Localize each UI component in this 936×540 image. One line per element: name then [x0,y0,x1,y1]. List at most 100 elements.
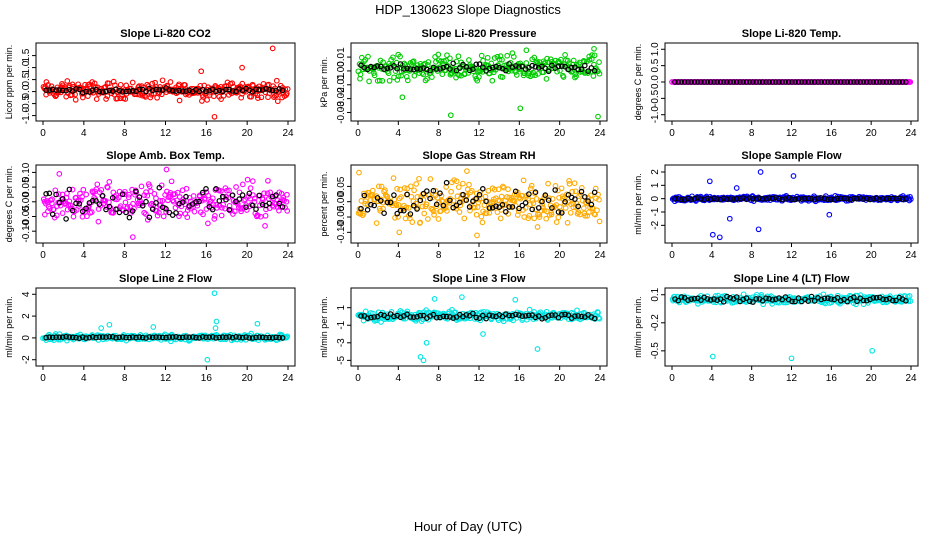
mean-point [143,198,149,205]
data-point [55,191,62,197]
data-point [435,51,442,58]
mean-point [532,189,539,196]
mean-point [850,195,857,202]
data-point [409,59,416,65]
data-point [433,59,439,65]
mean-point [249,335,256,341]
mean-point [857,79,864,85]
x-axis: 0 4 8 12 16 20 24 [355,366,606,384]
mean-point [782,79,789,85]
mean-point [226,334,233,340]
data-point [398,72,404,79]
mean-point [837,79,844,85]
mean-point [159,334,166,341]
mean-point [99,193,106,199]
data-point [284,191,290,198]
mean-point [785,79,792,85]
mean-point [143,335,149,341]
mean-point [263,334,269,341]
mean-point [213,186,219,192]
x-tick-label: 8 [749,373,755,384]
data-point [596,70,603,77]
data-point [83,191,90,198]
mean-point [166,87,173,93]
data-point [460,180,466,187]
data-point [455,53,462,60]
mean-point [246,335,253,341]
data-point [59,210,66,216]
mean-point [203,88,209,95]
x-tick-label: 12 [786,373,798,384]
data-point [247,185,254,191]
mean-point [893,79,899,85]
mean-point [565,192,572,198]
mean-point [66,334,73,340]
x-tick-label: 8 [122,373,128,384]
mean-point [795,196,802,202]
mean-point [209,206,216,213]
mean-point [414,206,420,212]
mean-point [176,334,183,341]
mean-point [529,62,536,69]
mean-point [156,184,163,191]
data-point [429,74,435,80]
outlier-point [129,234,136,240]
mean-point [358,313,364,319]
mean-point [675,297,682,304]
data-point [371,70,377,76]
mean-point [870,295,877,301]
mean-point [456,199,463,206]
mean-point [763,196,769,202]
data-point [590,73,597,79]
mean-point [795,79,802,85]
data-point [448,188,454,195]
data-point [453,205,460,212]
mean-point [857,195,864,201]
data-point [420,196,427,203]
mean-point [106,87,113,94]
data-point [466,57,472,63]
mean-point [776,195,782,202]
mean-point [883,196,890,202]
mean-point [364,66,371,73]
mean-point [483,315,489,322]
y-tick-label: 4 [21,291,32,297]
y-tick-label: -0.05 [21,205,32,228]
mean-point [519,202,526,209]
panel-4: Slope Amb. Box Temp. 0 4 8 12 16 20 24 -0.10-0.0… [4,150,296,261]
x-axis: 0 4 8 12 16 20 24 [40,243,294,261]
mean-point [581,62,588,69]
mean-point [509,204,516,210]
mean-point [109,195,116,201]
y-tick-label: -3 [336,338,347,347]
mean-point [870,79,877,85]
mean-point [763,295,769,302]
mean-point [236,334,243,341]
mean-point [750,299,756,305]
x-tick-label: 8 [749,250,755,261]
data-point [110,210,117,216]
mean-point [698,79,704,85]
data-point [386,77,393,84]
data-point [479,219,486,226]
data-point [261,190,267,197]
mean-point [166,334,173,340]
mean-point [103,88,109,95]
mean-point [149,206,156,213]
data-point [548,211,555,218]
y-tick-label: 0.0 [650,75,661,89]
y-axis: -1.0-0.50.00.51.01.5 [21,48,36,124]
x-tick-label: 12 [473,250,485,261]
panel-5: Slope Gas Stream RH 0 4 8 12 16 20 24 -0.10-0.05… [319,150,608,261]
mean-point [450,315,457,321]
mean-point [489,64,496,71]
data-point [200,211,206,218]
mean-point [802,195,808,202]
mean-point [701,79,708,85]
mean-point [149,334,156,341]
data-point [283,198,290,205]
x-tick-label: 12 [786,250,798,261]
y-tick-label: 1.5 [21,48,32,62]
data-point [450,197,457,204]
